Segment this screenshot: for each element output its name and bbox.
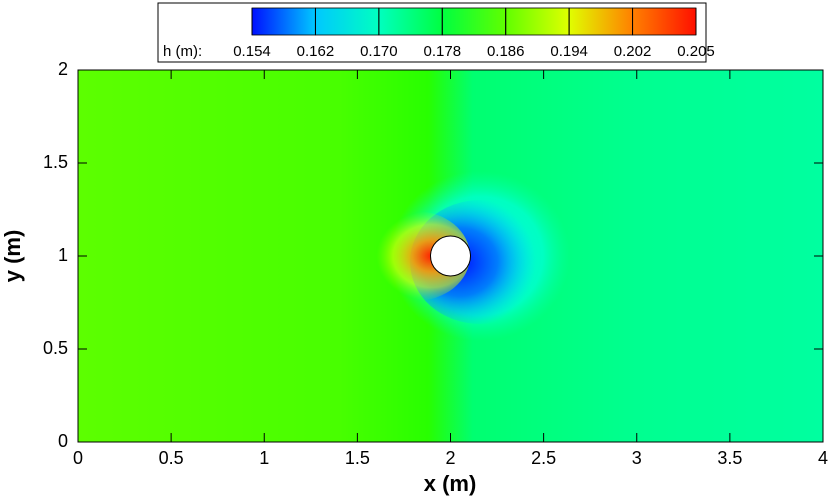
colorbar-segment	[315, 7, 380, 36]
y-tick-label: 1	[58, 245, 68, 265]
colorbar-segment	[251, 7, 316, 36]
colorbar-segment	[441, 7, 507, 36]
x-tick-label: 3.5	[717, 448, 742, 468]
colorbar-tick-label: 0.202	[614, 43, 652, 60]
colorbar-segment	[632, 7, 697, 36]
x-tick-label: 0.5	[159, 448, 184, 468]
contour-field	[78, 70, 823, 442]
cylinder	[430, 235, 471, 277]
colorbar-tick-label: 0.162	[297, 43, 335, 60]
colorbar-segment	[505, 7, 570, 36]
y-axis-title: y (m)	[0, 230, 25, 283]
colorbar-segment	[378, 7, 443, 36]
y-tick-label: 0	[58, 431, 68, 451]
y-tick-label: 2	[58, 59, 68, 79]
colorbar-tick-label: 0.170	[360, 43, 398, 60]
colorbar-tick-label: 0.186	[487, 43, 525, 60]
colorbar-segment	[568, 7, 633, 36]
x-tick-label: 2	[445, 448, 455, 468]
x-tick-label: 1.5	[345, 448, 370, 468]
colorbar-tick-label: 0.194	[550, 43, 588, 60]
y-tick-label: 0.5	[43, 338, 68, 358]
x-tick-label: 3	[632, 448, 642, 468]
colorbar-tick-label: 0.205	[677, 43, 715, 60]
y-tick-label: 1.5	[43, 152, 68, 172]
x-tick-label: 0	[73, 448, 83, 468]
colorbar-tick-label: 0.178	[424, 43, 462, 60]
x-tick-label: 1	[259, 448, 269, 468]
colorbar-tick-label: 0.154	[233, 43, 271, 60]
colorbar-title: h (m):	[163, 43, 202, 60]
x-axis-title: x (m)	[424, 471, 477, 496]
x-tick-label: 4	[818, 448, 828, 468]
x-tick-label: 2.5	[531, 448, 556, 468]
